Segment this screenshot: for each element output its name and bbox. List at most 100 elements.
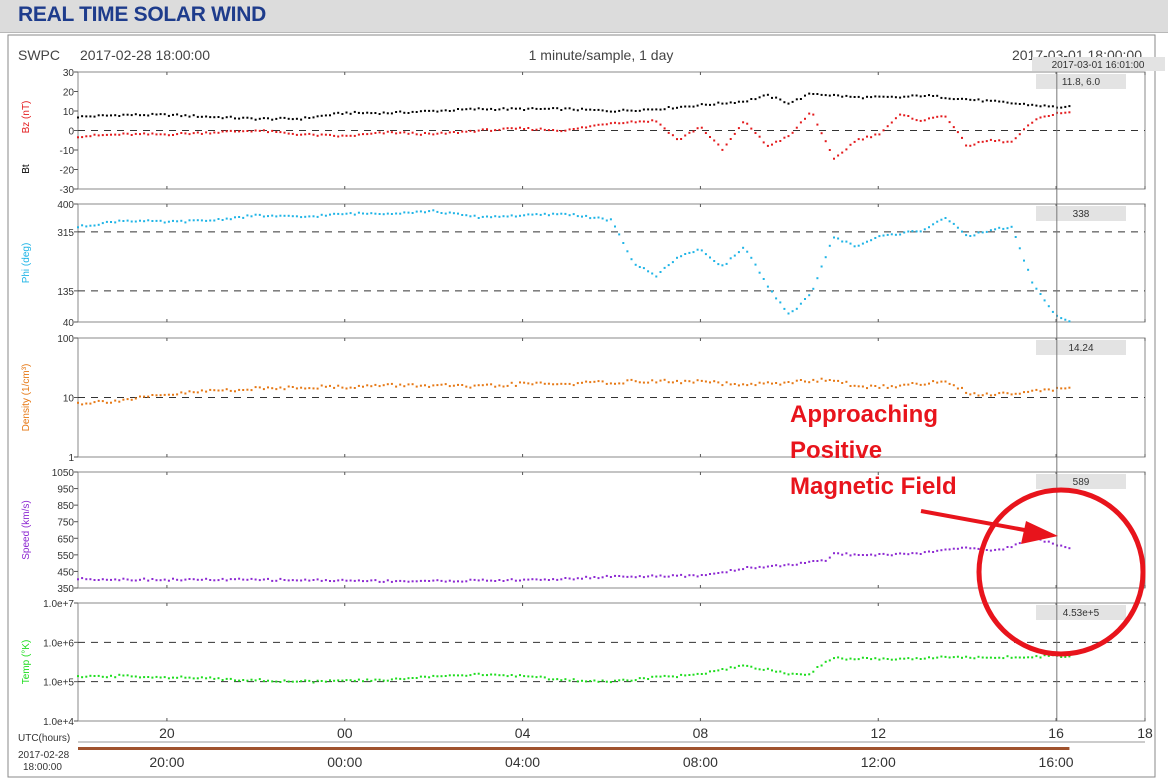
data-point xyxy=(609,576,612,578)
data-point xyxy=(139,114,141,117)
data-point xyxy=(820,377,823,380)
data-point xyxy=(353,134,356,137)
data-point xyxy=(225,217,228,220)
y-axis-label: Temp (°K) xyxy=(21,640,32,685)
data-point xyxy=(304,133,307,136)
data-point xyxy=(948,382,951,385)
data-point xyxy=(502,674,505,677)
data-point xyxy=(238,388,241,391)
data-point xyxy=(267,117,269,120)
data-point xyxy=(122,132,125,135)
data-point xyxy=(1014,392,1017,395)
data-point xyxy=(952,656,955,659)
data-point xyxy=(155,579,158,582)
data-point xyxy=(324,214,327,217)
data-point xyxy=(209,132,212,135)
data-point xyxy=(932,380,935,383)
data-point xyxy=(254,578,257,581)
time-slider-bar[interactable] xyxy=(78,747,1070,750)
data-point xyxy=(911,117,914,120)
readout-value: 14.24 xyxy=(1068,343,1093,354)
readout-value: 11.8, 6.0 xyxy=(1062,77,1101,88)
data-point xyxy=(192,132,195,135)
data-point xyxy=(469,215,472,218)
data-point xyxy=(725,102,728,105)
data-point xyxy=(787,563,790,566)
data-point xyxy=(184,392,187,395)
data-point xyxy=(1023,102,1025,105)
data-point xyxy=(89,135,92,138)
y-tick-label: 40 xyxy=(63,318,75,329)
data-point xyxy=(961,230,963,233)
data-point xyxy=(97,134,100,137)
data-point xyxy=(345,387,348,390)
data-point xyxy=(853,96,856,98)
data-point xyxy=(1039,116,1042,119)
data-point xyxy=(1060,387,1063,390)
data-point xyxy=(746,664,749,667)
data-point xyxy=(316,578,319,581)
data-point xyxy=(279,681,282,683)
data-point xyxy=(89,224,92,227)
readout-box xyxy=(1036,605,1126,620)
data-point xyxy=(663,378,666,381)
data-point xyxy=(605,123,608,126)
data-point xyxy=(861,385,864,388)
data-point xyxy=(837,379,840,382)
data-point xyxy=(221,389,224,392)
data-point xyxy=(605,680,608,683)
data-point xyxy=(568,679,571,682)
data-point xyxy=(77,136,79,139)
data-point xyxy=(130,220,133,223)
data-point xyxy=(564,382,567,385)
data-point xyxy=(159,133,162,136)
data-point xyxy=(593,679,596,682)
data-point xyxy=(424,211,426,214)
data-point xyxy=(923,551,926,554)
data-point xyxy=(684,134,687,137)
data-point xyxy=(163,133,166,136)
data-point xyxy=(312,133,315,136)
data-point xyxy=(585,575,588,578)
data-point xyxy=(671,134,674,137)
data-point xyxy=(110,674,112,677)
data-point xyxy=(419,210,422,213)
data-point xyxy=(304,387,307,390)
readout-value: 4.53e+5 xyxy=(1063,608,1100,619)
data-point xyxy=(510,674,513,676)
data-point xyxy=(362,680,364,683)
data-point xyxy=(151,132,154,135)
data-point xyxy=(122,113,125,116)
data-point xyxy=(688,380,691,383)
data-point xyxy=(733,569,736,572)
data-point xyxy=(221,117,224,120)
data-point xyxy=(556,213,559,216)
data-point xyxy=(1064,105,1067,108)
data-point xyxy=(589,125,592,128)
data-point xyxy=(254,118,257,121)
data-point xyxy=(977,547,980,550)
data-point xyxy=(804,673,806,676)
data-point xyxy=(985,230,988,233)
data-point xyxy=(238,679,241,682)
data-point xyxy=(457,132,459,134)
data-point xyxy=(961,656,963,659)
data-point xyxy=(444,212,447,215)
data-point xyxy=(969,656,972,659)
data-point xyxy=(246,388,249,391)
data-point xyxy=(965,546,968,549)
data-point xyxy=(824,256,827,259)
data-point xyxy=(275,680,278,683)
data-point xyxy=(833,379,835,382)
data-point xyxy=(659,675,662,678)
data-point xyxy=(1002,227,1005,230)
data-point xyxy=(659,379,662,382)
data-point xyxy=(357,678,360,681)
data-point xyxy=(436,384,439,387)
data-point xyxy=(1068,111,1071,114)
x-tick-label-bottom: 20:00 xyxy=(149,754,184,770)
data-point xyxy=(473,578,476,581)
data-point xyxy=(1068,655,1071,658)
data-point xyxy=(601,123,604,126)
